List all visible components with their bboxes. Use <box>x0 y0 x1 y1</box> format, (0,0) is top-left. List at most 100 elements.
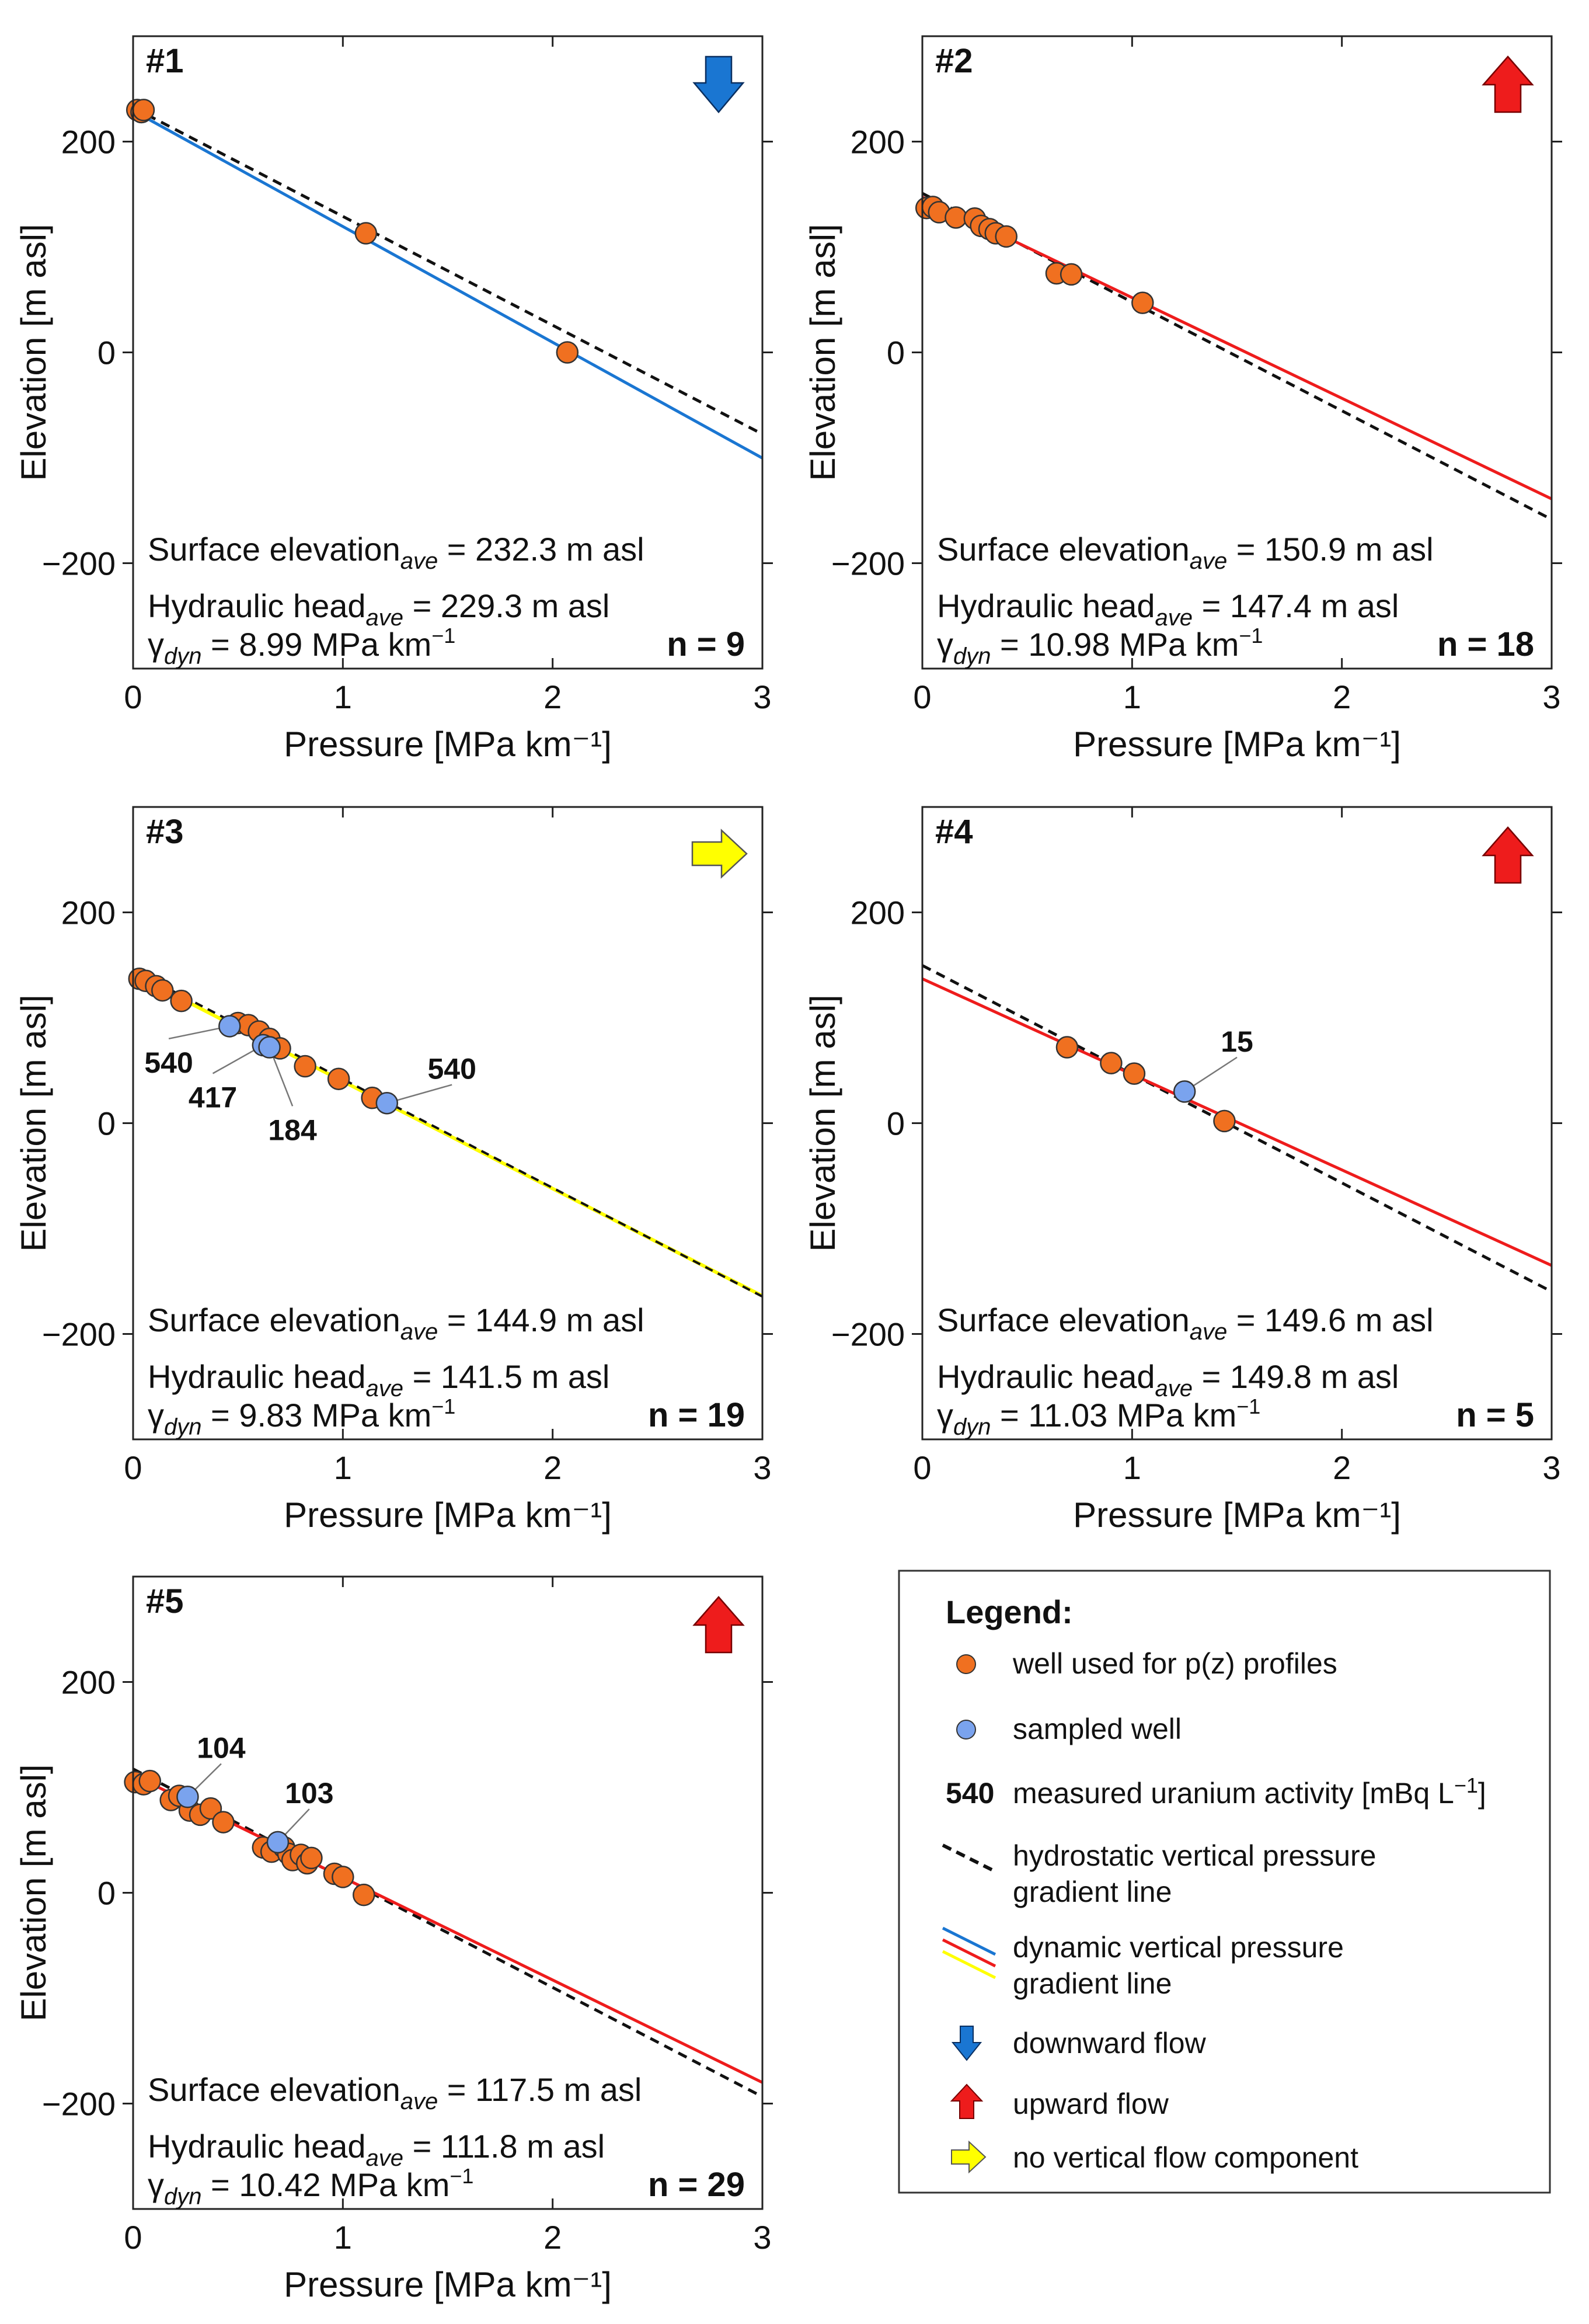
well-point <box>995 225 1017 248</box>
surface-elevation-text: Surface elevationave = 149.6 m asl <box>937 1302 1434 1345</box>
well-point <box>1213 1109 1236 1133</box>
well-point <box>354 222 378 245</box>
legend-label-hydrostatic-2: gradient line <box>1013 1876 1172 1908</box>
gamma-value: = 9.83 MPa km <box>202 1397 432 1434</box>
profile-lines <box>133 106 762 460</box>
gamma-dyn-text: γdyn = 9.83 MPa km−1 <box>148 1394 455 1440</box>
uranium-activity-label: 540 <box>144 1046 193 1079</box>
hydraulic-head-text: Hydraulic headave = 141.5 m asl <box>148 1358 609 1401</box>
well-point <box>332 1866 354 1888</box>
hydraulic-head-prefix: Hydraulic head <box>148 1358 366 1395</box>
sampled-well-point <box>266 1831 290 1854</box>
y-tick-label: 0 <box>887 335 905 371</box>
x-tick-label: 2 <box>543 1449 562 1486</box>
hydraulic-head-sub: ave <box>366 2145 404 2171</box>
gamma-exp: −1 <box>431 624 455 648</box>
gamma-value: = 11.03 MPa km <box>991 1397 1237 1434</box>
well-point <box>1060 263 1083 286</box>
y-tick-label: 0 <box>97 335 116 371</box>
gamma-sub: dyn <box>164 643 202 669</box>
hydraulic-head-value: = 111.8 m asl <box>403 2128 605 2165</box>
well-point <box>353 1883 375 1906</box>
legend-label-downward: downward flow <box>1013 2027 1207 2059</box>
hydraulic-head-text: Hydraulic headave = 149.8 m asl <box>937 1358 1399 1401</box>
legend-orange-dot-icon <box>956 1654 976 1674</box>
surface-elevation-sub: ave <box>400 1319 438 1345</box>
y-tick-label: −200 <box>42 2086 116 2123</box>
surface-elevation-prefix: Surface elevation <box>148 2071 400 2108</box>
plot-frame <box>921 35 1553 670</box>
surface-elevation-text: Surface elevationave = 150.9 m asl <box>937 531 1434 574</box>
uranium-activity-label: 417 <box>189 1081 237 1114</box>
panel-2: 0 1 2 3 200 0 −200 Pressure [MPa km⁻¹] Elevation… <box>803 35 1562 764</box>
surface-elevation-text: Surface elevationave = 144.9 m asl <box>148 1302 644 1345</box>
arrow-down-icon <box>692 55 745 113</box>
well-point <box>556 341 579 364</box>
gamma-sub: dyn <box>164 2184 202 2210</box>
y-tick-label: 200 <box>61 124 116 161</box>
panel-label: #4 <box>935 813 973 851</box>
n-count-label: n = 9 <box>667 625 745 663</box>
well-point <box>212 1811 235 1834</box>
y-tick-label: −200 <box>831 545 905 582</box>
profile-lines <box>922 192 1552 521</box>
y-tick-label: 200 <box>851 895 905 931</box>
x-axis-label: Pressure [MPa km⁻¹] <box>284 725 612 764</box>
hydraulic-head-text: Hydraulic headave = 111.8 m asl <box>148 2128 605 2171</box>
hydraulic-head-sub: ave <box>366 605 404 631</box>
dynamic-gradient-line <box>133 109 762 460</box>
y-tick-label: 0 <box>97 1105 116 1142</box>
n-count-label: n = 29 <box>648 2166 745 2204</box>
profile-lines <box>922 964 1552 1293</box>
hydrostatic-gradient-line <box>133 1768 762 2098</box>
n-count-label: n = 19 <box>648 1396 745 1434</box>
surface-elevation-value: = 117.5 m asl <box>438 2071 642 2108</box>
uranium-activity-label: 184 <box>268 1114 317 1146</box>
hydraulic-head-sub: ave <box>1155 605 1193 631</box>
hydraulic-head-sub: ave <box>1155 1376 1193 1401</box>
panel-5: 0 1 2 3 200 0 −200 Pressure [MPa km⁻¹] Elevation… <box>14 1575 773 2304</box>
hydraulic-head-prefix: Hydraulic head <box>148 587 366 624</box>
uranium-activity-label: 540 <box>427 1053 476 1086</box>
sampled-well-point <box>258 1036 281 1059</box>
hydraulic-head-prefix: Hydraulic head <box>148 2128 366 2165</box>
gamma-exp: −1 <box>449 2164 473 2188</box>
uranium-activity-label: 103 <box>285 1777 333 1810</box>
gamma-sub: dyn <box>953 643 991 669</box>
legend-label-uranium: measured uranium activity [mBq L−1] <box>1013 1773 1486 1810</box>
x-tick-label: 3 <box>753 2219 771 2256</box>
sampled-well-point <box>1173 1080 1196 1103</box>
panel-1: 0 1 2 3 200 0 −200 Pressure [MPa km⁻¹] Elevation… <box>14 35 773 764</box>
legend-blue-dot-icon <box>956 1720 976 1739</box>
x-tick-label: 1 <box>1123 1449 1141 1486</box>
well-point <box>1123 1062 1146 1085</box>
legend-dynamic-blue-line-icon <box>942 1926 996 1956</box>
legend-label-sampled-well: sampled well <box>1013 1713 1182 1745</box>
surface-elevation-prefix: Surface elevation <box>937 1302 1190 1338</box>
hydraulic-head-text: Hydraulic headave = 229.3 m asl <box>148 587 609 631</box>
hydraulic-head-prefix: Hydraulic head <box>937 1358 1155 1395</box>
legend-frame <box>898 1570 1551 2194</box>
arrow-up-icon <box>1482 55 1534 113</box>
x-tick-label: 3 <box>753 679 771 715</box>
well-point <box>132 99 155 121</box>
arrow-right-icon <box>691 829 748 879</box>
profile-lines <box>133 1768 762 2098</box>
y-axis-label: Elevation [m asl] <box>803 994 842 1251</box>
y-axis-label: Elevation [m asl] <box>14 994 53 1251</box>
y-axis-label: Elevation [m asl] <box>14 224 53 481</box>
x-axis-label: Pressure [MPa km⁻¹] <box>284 2265 612 2304</box>
x-tick-label: 2 <box>543 679 562 715</box>
hydraulic-head-prefix: Hydraulic head <box>937 587 1155 624</box>
y-tick-label: 0 <box>887 1105 905 1142</box>
gamma-exp: −1 <box>1239 624 1263 648</box>
y-tick-label: 0 <box>97 1875 116 1912</box>
panel-label: #5 <box>146 1582 184 1620</box>
hydraulic-head-value: = 141.5 m asl <box>403 1358 609 1395</box>
legend-label-dynamic-1: dynamic vertical pressure <box>1013 1931 1344 1964</box>
gamma-symbol: γ <box>148 1397 164 1434</box>
gamma-dyn-text: γdyn = 10.42 MPa km−1 <box>148 2164 473 2210</box>
x-axis-label: Pressure [MPa km⁻¹] <box>1073 725 1401 764</box>
sampled-well-point <box>375 1091 399 1115</box>
x-tick-label: 3 <box>1542 679 1560 715</box>
